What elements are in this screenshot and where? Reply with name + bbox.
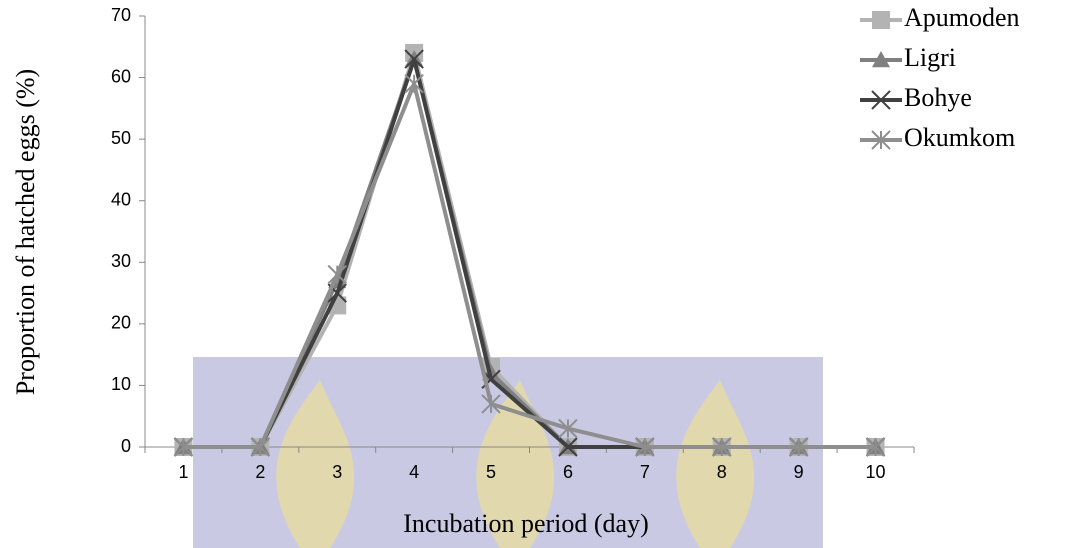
legend-label: Okumkom [904, 123, 1015, 152]
y-tick-label: 20 [111, 313, 131, 333]
x-tick-label: 8 [717, 462, 727, 482]
x-tick-label: 10 [866, 462, 886, 482]
y-axis-label: Proportion of hatched eggs (%) [11, 69, 40, 395]
y-tick-label: 0 [121, 436, 131, 456]
y-tick-label: 60 [111, 66, 131, 86]
y-tick-label: 30 [111, 251, 131, 271]
chart: Incubation period (day) Proportion of ha… [0, 0, 1068, 548]
x-tick-label: 9 [794, 462, 804, 482]
x-tick-label: 5 [486, 462, 496, 482]
legend-label: Apumoden [904, 3, 1020, 32]
legend-label: Bohye [904, 83, 972, 112]
y-tick-label: 50 [111, 128, 131, 148]
x-tick-label: 7 [640, 462, 650, 482]
legend-marker [872, 11, 890, 29]
y-tick-label: 40 [111, 189, 131, 209]
x-tick-label: 1 [178, 462, 188, 482]
x-tick-label: 6 [563, 462, 573, 482]
x-tick-label: 2 [255, 462, 265, 482]
y-tick-label: 10 [111, 374, 131, 394]
y-tick-label: 70 [111, 5, 131, 25]
x-axis-label: Incubation period (day) [403, 509, 648, 538]
x-tick-label: 4 [409, 462, 419, 482]
legend-label: Ligri [904, 43, 956, 72]
x-tick-label: 3 [332, 462, 342, 482]
